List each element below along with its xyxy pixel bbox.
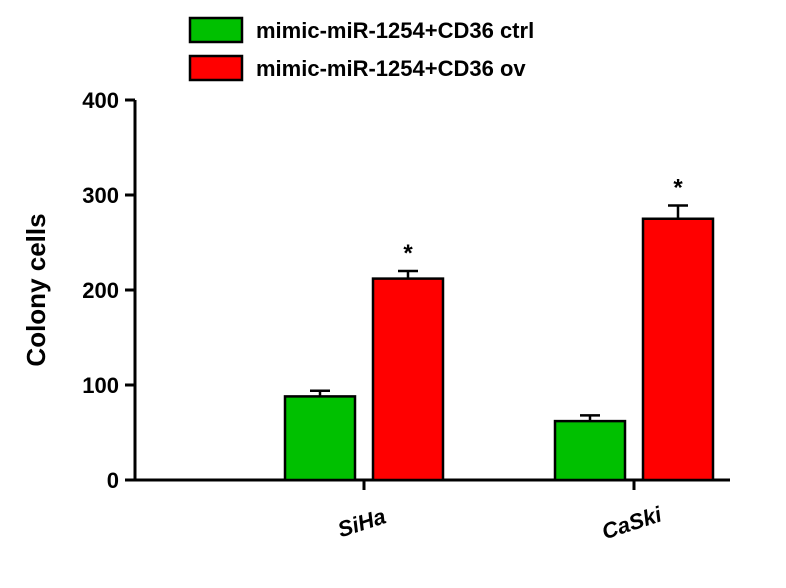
legend-swatch	[190, 56, 242, 80]
chart-container: 0 100 200 300 400 Colony cells * SiHa * CaSki mimi…	[0, 0, 786, 588]
bar	[285, 396, 355, 480]
legend-label: mimic-miR-1254+CD36 ctrl	[256, 18, 534, 43]
x-category-label: CaSki	[599, 501, 666, 544]
bar	[643, 219, 713, 480]
y-tick-label: 100	[82, 373, 119, 398]
legend-swatch	[190, 18, 242, 42]
y-tick-label: 300	[82, 183, 119, 208]
legend-label: mimic-miR-1254+CD36 ov	[256, 56, 526, 81]
bar	[555, 421, 625, 480]
x-category-label: SiHa	[335, 503, 389, 542]
y-tick-label: 0	[107, 468, 119, 493]
y-tick-label: 200	[82, 278, 119, 303]
bar	[373, 279, 443, 480]
y-tick-label: 400	[82, 88, 119, 113]
significance-marker: *	[403, 240, 413, 267]
significance-marker: *	[673, 174, 683, 201]
bar-chart: 0 100 200 300 400 Colony cells * SiHa * CaSki mimi…	[0, 0, 786, 588]
y-axis-label: Colony cells	[21, 213, 51, 366]
